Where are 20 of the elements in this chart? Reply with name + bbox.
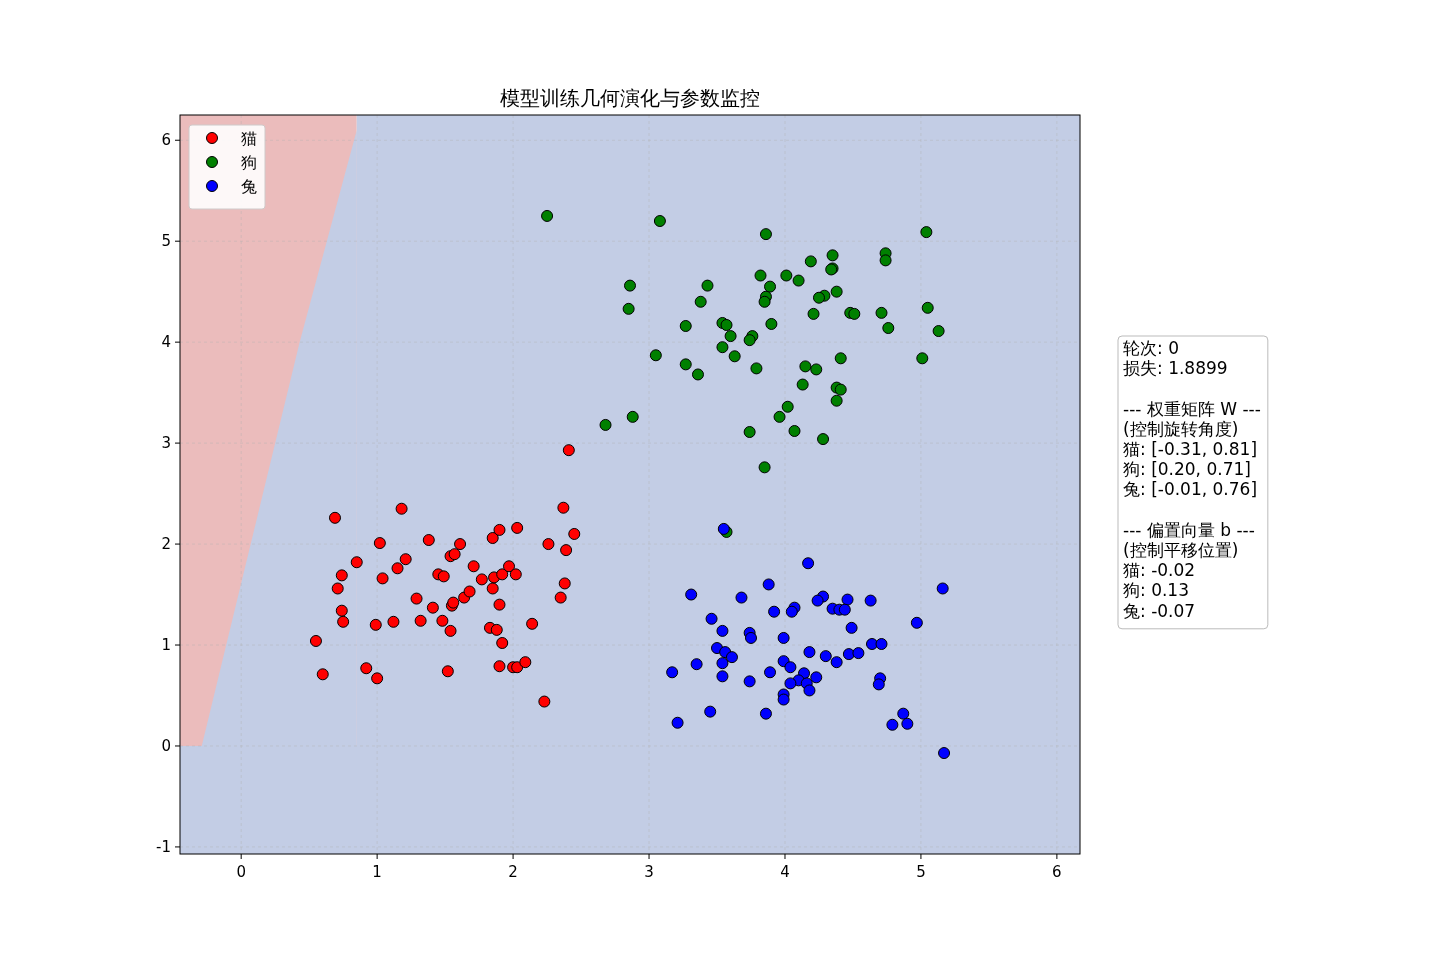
y-tick-label: 1	[161, 636, 171, 655]
x-tick-label: 5	[916, 863, 926, 881]
x-tick-label: 1	[372, 863, 382, 881]
text: 轮次: 0 损失: 1.8899 --- 权重矩阵 W --- (控制旋转角度) 猫: [-0.31, 0.81] 狗: [0.20, 0.71] 兔: [-0.01, 0.76] --- 偏置向量 b --- (控制平移位置) 猫: -0.02 狗: 0.13 兔: -0.07	[1123, 338, 1261, 621]
y-tick-label: -1	[156, 837, 171, 856]
y-tick-label: 2	[161, 535, 171, 554]
x-tick-label: 4	[780, 863, 790, 881]
y-tick-label: 3	[161, 434, 171, 453]
chart-title: 模型训练几何演化与参数监控	[500, 86, 760, 110]
legend-label: 兔	[241, 177, 257, 196]
y-tick-label: 0	[161, 736, 171, 755]
x-tick-label: 2	[508, 863, 518, 881]
x-tick-label: 0	[236, 863, 246, 881]
x-tick-label: 3	[644, 863, 654, 881]
x-tick-label: 6	[1052, 863, 1062, 881]
y-tick-label: 4	[161, 333, 171, 352]
y-tick-label: 6	[161, 131, 171, 150]
legend-label: 狗	[241, 153, 257, 172]
y-tick-label: 5	[161, 232, 171, 251]
legend-label: 猫	[241, 129, 257, 148]
